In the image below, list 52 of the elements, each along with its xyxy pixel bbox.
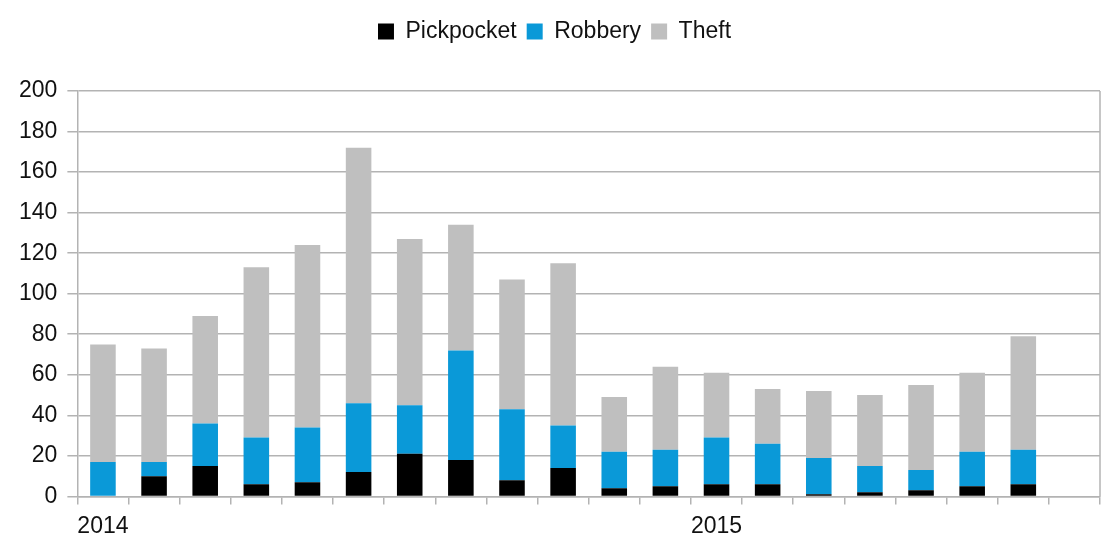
y-tick-label: 60 — [31, 360, 58, 387]
bar — [192, 423, 218, 466]
x-tick-label: 2014 — [77, 511, 129, 538]
bar — [550, 468, 576, 496]
bar — [499, 409, 525, 481]
bar — [908, 490, 934, 496]
bar — [601, 488, 628, 496]
bar — [90, 461, 116, 496]
bar — [448, 459, 474, 496]
bar — [601, 451, 628, 489]
bar — [857, 492, 883, 496]
bar — [550, 425, 576, 469]
bar — [345, 472, 372, 496]
bar — [243, 437, 270, 485]
bar — [703, 484, 730, 496]
bar — [959, 451, 985, 487]
bar — [396, 453, 423, 496]
y-tick-label: 0 — [44, 481, 58, 508]
y-tick-label: 120 — [19, 238, 58, 265]
legend-label: Pickpocket — [405, 16, 518, 43]
bar — [754, 484, 781, 496]
y-tick-label: 80 — [31, 319, 58, 346]
y-tick-label: 160 — [19, 157, 58, 184]
bar — [243, 484, 270, 496]
bar — [857, 466, 883, 493]
y-tick-label: 40 — [31, 400, 58, 427]
y-tick-label: 140 — [19, 197, 58, 224]
bar — [141, 476, 167, 496]
bar — [192, 466, 218, 496]
x-tick-label: 2015 — [690, 511, 743, 538]
bar — [499, 480, 525, 496]
y-tick-label: 200 — [19, 76, 58, 103]
bar — [396, 405, 423, 454]
y-tick-label: 20 — [31, 441, 58, 468]
bar — [1010, 449, 1037, 485]
y-tick-label: 180 — [19, 116, 58, 143]
bar — [908, 470, 934, 491]
bar — [141, 461, 167, 477]
bar — [345, 403, 372, 473]
bar — [1010, 484, 1037, 496]
bar — [448, 350, 474, 460]
bar — [294, 482, 321, 496]
bar — [754, 443, 781, 485]
legend-label: Theft — [678, 16, 732, 43]
bar — [294, 427, 321, 483]
bar — [652, 449, 679, 487]
bar — [959, 486, 985, 496]
bar — [703, 437, 730, 485]
bar — [652, 486, 679, 496]
legend-label: Robbery — [554, 16, 642, 43]
y-tick-label: 100 — [19, 279, 58, 306]
bar — [806, 457, 832, 495]
